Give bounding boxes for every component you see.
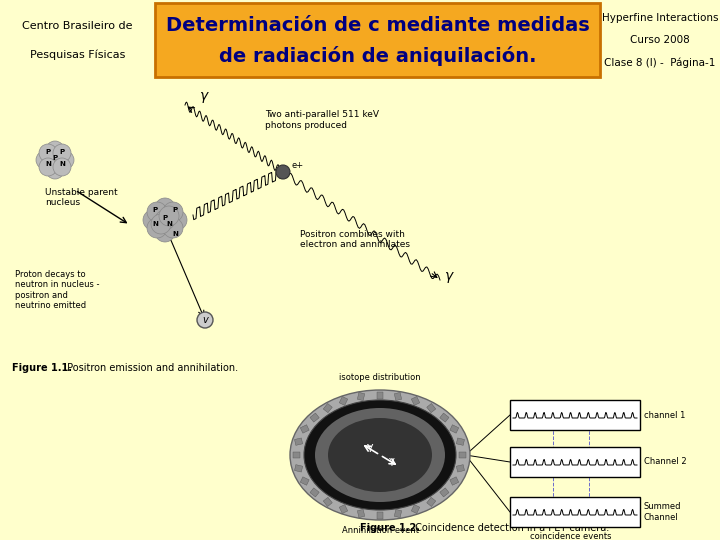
Bar	[323, 497, 332, 507]
Bar	[300, 425, 309, 433]
Circle shape	[46, 141, 64, 159]
Bar	[456, 464, 464, 472]
Bar	[300, 477, 309, 485]
Text: Coincidence detection in a PET camera.: Coincidence detection in a PET camera.	[412, 523, 609, 533]
Text: P: P	[60, 149, 65, 155]
Text: P: P	[45, 149, 50, 155]
Text: Unstable parent
nucleus: Unstable parent nucleus	[45, 188, 117, 207]
Circle shape	[147, 202, 167, 222]
Circle shape	[39, 144, 57, 162]
Text: Positron emission and annihilation.: Positron emission and annihilation.	[64, 363, 238, 373]
Bar	[293, 452, 300, 458]
Text: Centro Brasileiro de: Centro Brasileiro de	[22, 21, 132, 31]
Bar	[310, 413, 319, 422]
Bar	[294, 464, 302, 472]
Text: e+: e+	[291, 161, 303, 170]
Ellipse shape	[328, 418, 432, 492]
Circle shape	[53, 158, 71, 176]
Bar	[510, 400, 640, 430]
Bar	[0, 0, 720, 80]
Text: Positron combines with
electron and annihilates: Positron combines with electron and anni…	[300, 230, 410, 249]
Text: N: N	[166, 221, 172, 227]
Text: P: P	[163, 215, 168, 221]
Bar	[459, 452, 466, 458]
Text: N: N	[172, 231, 178, 237]
Bar	[395, 393, 402, 401]
Text: coincidence events: coincidence events	[530, 532, 612, 540]
Circle shape	[56, 151, 74, 169]
Bar	[339, 396, 348, 406]
Text: channel 1: channel 1	[644, 410, 685, 420]
Text: v: v	[202, 315, 208, 325]
Bar	[440, 488, 449, 497]
Bar	[155, 3, 600, 77]
Text: Hyperfine Interactions: Hyperfine Interactions	[602, 12, 719, 23]
Text: isotope distribution: isotope distribution	[339, 373, 420, 382]
Circle shape	[155, 198, 175, 218]
Circle shape	[155, 210, 175, 230]
Bar	[395, 509, 402, 517]
Bar	[427, 403, 436, 413]
Text: Clase 8 (I) -  Página-1: Clase 8 (I) - Página-1	[604, 57, 716, 68]
Circle shape	[53, 144, 71, 162]
Text: P: P	[53, 155, 58, 161]
Text: N: N	[152, 221, 158, 227]
Text: N: N	[45, 161, 51, 167]
Bar	[357, 509, 365, 517]
Circle shape	[147, 218, 167, 238]
Bar	[310, 488, 319, 497]
Bar	[294, 438, 302, 446]
Bar	[411, 396, 420, 406]
Circle shape	[163, 202, 183, 222]
Text: Channel 2: Channel 2	[644, 457, 687, 467]
Circle shape	[39, 158, 57, 176]
Bar	[440, 413, 449, 422]
Bar	[377, 392, 382, 399]
Bar	[377, 511, 382, 518]
Text: Pesquisas Físicas: Pesquisas Físicas	[30, 49, 125, 59]
Bar	[427, 497, 436, 507]
Text: γ: γ	[366, 442, 373, 452]
Bar	[510, 447, 640, 477]
Ellipse shape	[304, 400, 456, 510]
Circle shape	[276, 165, 290, 179]
Text: γ: γ	[389, 456, 395, 466]
Circle shape	[151, 214, 171, 234]
Circle shape	[46, 161, 64, 179]
Bar	[450, 477, 459, 485]
Text: P: P	[153, 207, 158, 213]
Ellipse shape	[290, 390, 470, 520]
Circle shape	[197, 312, 213, 328]
Text: Two anti-parallel 511 keV
photons produced: Two anti-parallel 511 keV photons produc…	[265, 110, 379, 130]
Text: γ: γ	[445, 269, 454, 283]
Text: de radiación de aniquilación.: de radiación de aniquilación.	[219, 46, 536, 66]
Text: Annihilation event: Annihilation event	[341, 526, 418, 535]
Circle shape	[159, 206, 179, 226]
Circle shape	[36, 151, 54, 169]
Circle shape	[143, 210, 163, 230]
Ellipse shape	[315, 408, 445, 502]
Text: γ: γ	[200, 89, 208, 103]
Bar	[339, 504, 348, 514]
Text: Figure 1.2.: Figure 1.2.	[360, 523, 420, 533]
Bar	[450, 425, 459, 433]
Text: Summed
Channel: Summed Channel	[644, 502, 682, 522]
Bar	[357, 393, 365, 401]
Text: Curso 2008: Curso 2008	[630, 35, 690, 45]
Text: Determinación de c mediante medidas: Determinación de c mediante medidas	[166, 16, 590, 35]
Text: N: N	[59, 161, 65, 167]
Text: Proton decays to
neutron in nucleus -
positron and
neutrino emitted: Proton decays to neutron in nucleus - po…	[15, 270, 99, 310]
Bar	[510, 497, 640, 527]
Text: Figure 1.1.: Figure 1.1.	[12, 363, 72, 373]
Circle shape	[167, 210, 187, 230]
Circle shape	[155, 222, 175, 242]
Text: P: P	[172, 207, 178, 213]
Bar	[411, 504, 420, 514]
Bar	[323, 403, 332, 413]
Circle shape	[163, 218, 183, 238]
Bar	[456, 438, 464, 446]
